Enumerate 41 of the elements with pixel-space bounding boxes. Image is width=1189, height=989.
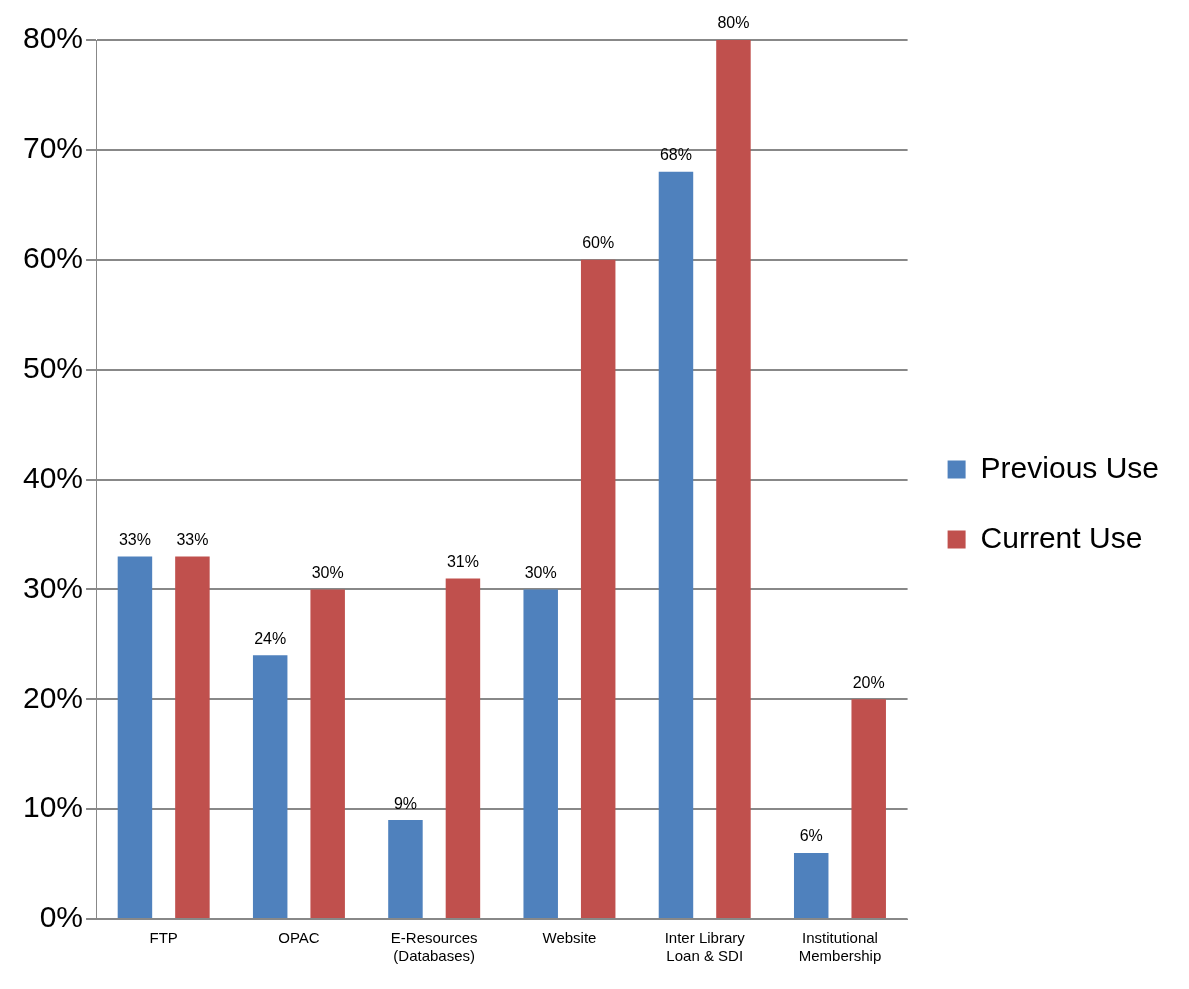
data-label: 68% [659,146,692,164]
y-tick-label: 50% [23,350,84,384]
y-tick-label: 0% [39,900,84,934]
bar [252,655,288,918]
data-label: 9% [393,794,418,812]
y-tick-label: 70% [23,131,84,165]
bar [851,699,886,918]
data-label: 60% [582,234,615,252]
bar [716,40,751,918]
y-tick-label: 30% [23,570,84,604]
bar [388,820,423,918]
data-label: 30% [311,563,344,581]
bar [445,578,481,918]
bar [658,171,694,918]
data-label: 33% [118,530,151,548]
data-label: 33% [176,530,209,548]
data-label: 6% [799,827,823,845]
x-tick-label: E-Resources (Databases) [390,929,478,965]
bar [175,556,210,918]
data-label: 80% [717,14,750,32]
y-tick-label: 40% [23,460,84,494]
x-tick-label: Website [542,929,597,947]
y-tick-label: 60% [23,241,84,275]
data-label: 30% [524,563,557,581]
bar [580,259,616,918]
bar [793,853,829,918]
data-label: 20% [852,673,885,691]
bar [523,589,558,918]
data-label: 24% [254,629,287,647]
x-tick-label: Institutional Membership [798,929,882,965]
bar [310,589,345,918]
x-tick-label: OPAC [278,929,320,947]
x-tick-label: Inter Library Loan & SDI [664,929,746,965]
x-tick-label: FTP [149,929,178,947]
legend-label: Previous Use [980,450,1159,484]
data-label: 31% [446,552,479,570]
legend-label: Current Use [980,520,1143,554]
y-tick-label: 20% [23,680,84,714]
y-tick-label: 80% [23,21,84,55]
y-tick-label: 10% [23,790,84,824]
bar [117,556,153,918]
